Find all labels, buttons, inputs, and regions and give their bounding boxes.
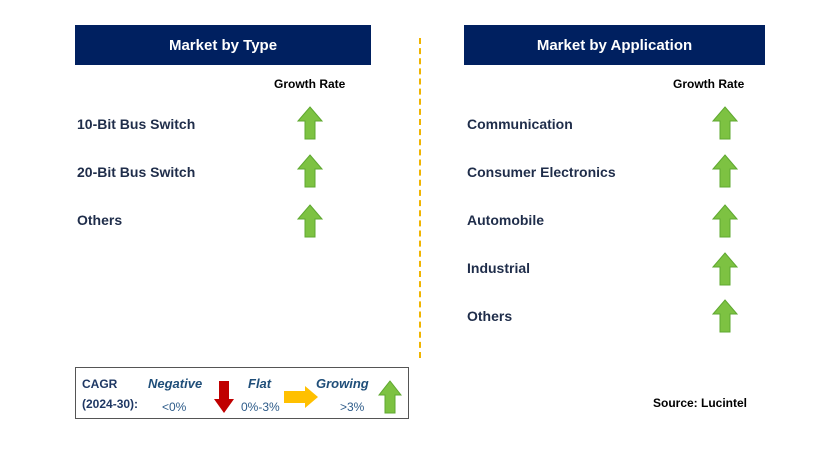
up-arrow-icon <box>297 106 323 140</box>
cagr-legend: CAGR (2024-30): Negative <0% Flat 0%-3% … <box>75 367 409 419</box>
right-row-label-4: Industrial <box>467 260 531 276</box>
right-growth-rate-label: Growth Rate <box>673 77 745 91</box>
right-row-label-1: Communication <box>467 116 573 132</box>
legend-growing-label: Growing <box>316 376 369 391</box>
legend-cagr-label: CAGR <box>82 377 118 391</box>
left-row-label-1: 10-Bit Bus Switch <box>77 116 196 132</box>
up-arrow-icon <box>712 106 738 140</box>
up-arrow-icon <box>712 154 738 188</box>
source-label: Source: Lucintel <box>653 396 748 410</box>
left-row-label-3: Others <box>77 212 123 228</box>
legend-flat-range: 0%-3% <box>241 400 280 414</box>
up-arrow-icon <box>712 299 738 333</box>
right-row-label-3: Automobile <box>467 212 544 228</box>
legend-period-label: (2024-30): <box>82 397 139 411</box>
right-row-label-5: Others <box>467 308 513 324</box>
legend-negative-range: <0% <box>162 400 187 414</box>
up-arrow-icon <box>378 380 402 414</box>
up-arrow-icon <box>297 204 323 238</box>
panel-divider <box>419 38 421 358</box>
right-row-label-2: Consumer Electronics <box>467 164 616 180</box>
left-row-label-2: 20-Bit Bus Switch <box>77 164 196 180</box>
legend-flat-label: Flat <box>248 376 272 391</box>
market-by-application-header: Market by Application <box>464 25 765 65</box>
up-arrow-icon <box>712 252 738 286</box>
legend-negative-label: Negative <box>148 376 203 391</box>
up-arrow-icon <box>297 154 323 188</box>
left-growth-rate-label: Growth Rate <box>274 77 346 91</box>
market-by-type-header: Market by Type <box>75 25 371 65</box>
legend-growing-range: >3% <box>340 400 365 414</box>
up-arrow-icon <box>712 204 738 238</box>
down-arrow-icon <box>214 381 234 413</box>
right-arrow-icon <box>284 386 318 408</box>
